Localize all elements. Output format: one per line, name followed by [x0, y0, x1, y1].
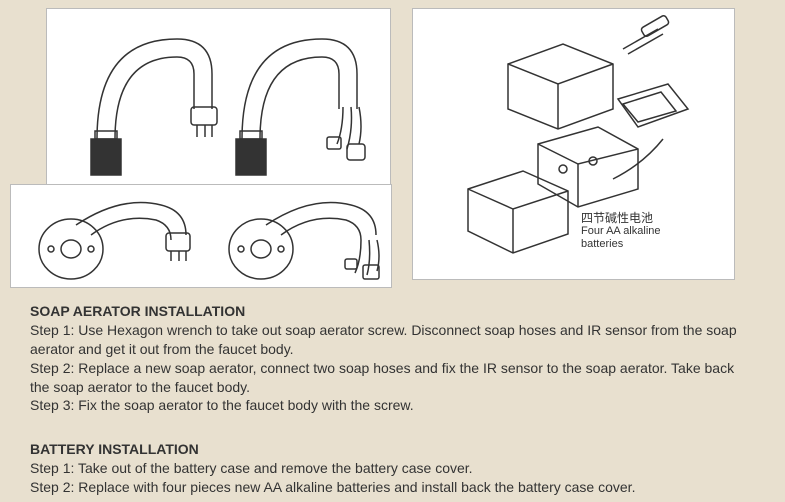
- battery-step1: Step 1: Take out of the battery case and…: [30, 459, 750, 478]
- soap-section: SOAP AERATOR INSTALLATION Step 1: Use He…: [30, 302, 750, 415]
- battery-caption-cn: 四节碱性电池: [581, 209, 653, 226]
- faucet-panel-bottom: [10, 184, 392, 288]
- battery-panel: 四节碱性电池 Four AA alkaline batteries: [412, 8, 735, 280]
- battery-step2: Step 2: Replace with four pieces new AA …: [30, 478, 750, 497]
- faucet-panel-top: [46, 8, 391, 188]
- flange-diagram: [11, 185, 393, 289]
- battery-section: BATTERY INSTALLATION Step 1: Take out of…: [30, 440, 750, 497]
- soap-step2: Step 2: Replace a new soap aerator, conn…: [30, 359, 750, 397]
- soap-step3: Step 3: Fix the soap aerator to the fauc…: [30, 396, 750, 415]
- page: 四节碱性电池 Four AA alkaline batteries SOAP A…: [0, 0, 785, 502]
- battery-caption-en: Four AA alkaline batteries: [581, 225, 691, 251]
- soap-heading: SOAP AERATOR INSTALLATION: [30, 302, 750, 321]
- faucet-diagram-top: [47, 9, 392, 189]
- soap-step1: Step 1: Use Hexagon wrench to take out s…: [30, 321, 750, 359]
- battery-heading: BATTERY INSTALLATION: [30, 440, 750, 459]
